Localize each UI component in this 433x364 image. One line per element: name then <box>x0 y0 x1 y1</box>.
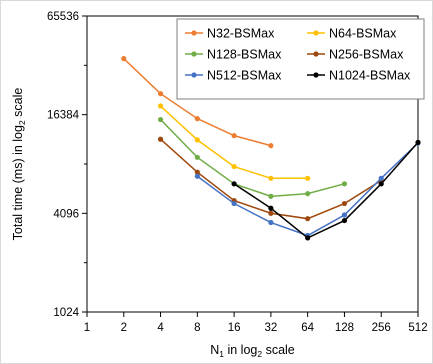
x-tick-label: 16 <box>228 322 241 334</box>
legend-item: N64-BSMax <box>307 27 397 41</box>
legend-item: N512-BSMax <box>185 69 282 83</box>
series-line <box>233 141 419 239</box>
data-point <box>341 181 348 187</box>
x-axis-ticks: 1 2 4 8 16 32 64 128 256 512 <box>84 312 428 334</box>
legend-label: N256-BSMax <box>329 48 404 62</box>
series-n64-bsmax <box>157 103 311 181</box>
data-point <box>268 175 274 181</box>
data-point <box>305 216 311 222</box>
legend-label: N1024-BSMax <box>329 69 411 83</box>
data-point <box>268 205 274 211</box>
x-tick-label: 64 <box>301 322 314 334</box>
y-axis-ticks: 1024 4096 16384 65536 <box>47 11 87 319</box>
y-tick-label: 1024 <box>53 307 79 319</box>
legend-item: N1024-BSMax <box>307 69 411 83</box>
data-point <box>157 103 164 109</box>
data-point <box>378 175 384 181</box>
data-point <box>341 200 348 207</box>
legend-label: N32-BSMax <box>207 27 275 41</box>
legend-swatch-marker <box>313 30 319 36</box>
x-tick-label: 32 <box>264 322 277 334</box>
data-point <box>121 56 127 62</box>
y-axis-title: Total time (ms) in log2 scale <box>11 88 27 241</box>
x-tick-label: 128 <box>335 322 354 334</box>
data-point <box>305 175 311 181</box>
legend-swatch-marker <box>313 51 319 57</box>
data-point <box>341 217 348 224</box>
legend-item: N128-BSMax <box>185 48 282 62</box>
data-point <box>157 91 164 97</box>
x-tick-label: 2 <box>121 322 127 334</box>
data-point <box>305 235 311 241</box>
series-n1024-bsmax <box>231 139 421 241</box>
legend-box <box>176 18 425 100</box>
legend-swatch-marker <box>191 72 197 78</box>
x-tick-label: 4 <box>157 322 164 334</box>
legend-swatch-marker <box>191 51 197 57</box>
data-point <box>378 181 384 187</box>
data-point <box>268 193 274 199</box>
x-axis-title: N1 in log2 scale <box>210 343 295 359</box>
data-point <box>194 116 200 122</box>
legend-label: N64-BSMax <box>329 27 397 41</box>
y-tick-label: 65536 <box>47 11 79 23</box>
data-point <box>268 210 274 216</box>
data-point <box>231 133 237 139</box>
data-point <box>194 154 200 160</box>
data-point <box>194 137 200 143</box>
legend-label: N512-BSMax <box>207 69 282 83</box>
legend-item: N256-BSMax <box>307 48 404 62</box>
data-point <box>231 163 237 170</box>
data-point <box>268 219 274 226</box>
series-n32-bsmax <box>121 56 274 149</box>
series-line <box>160 119 345 198</box>
y-tick-label: 16384 <box>47 110 80 122</box>
legend-item: N32-BSMax <box>185 27 275 41</box>
data-point <box>341 212 348 218</box>
legend: N32-BSMax N64-BSMax N128-BSMax N256-BSMax N5… <box>176 18 425 100</box>
data-point <box>231 200 237 207</box>
x-tick-label: 512 <box>408 322 427 334</box>
legend-swatch-marker <box>313 72 319 78</box>
y-tick-label: 4096 <box>53 208 79 220</box>
x-tick-label: 1 <box>84 322 90 334</box>
data-point <box>157 136 164 142</box>
data-point <box>268 143 274 149</box>
series-layer <box>121 56 421 241</box>
x-tick-label: 8 <box>194 322 200 334</box>
legend-swatch-marker <box>191 30 197 36</box>
x-tick-label: 256 <box>372 322 391 334</box>
data-point <box>194 169 200 175</box>
data-point <box>231 181 237 187</box>
data-point <box>305 191 311 197</box>
data-point <box>157 116 164 123</box>
legend-label: N128-BSMax <box>207 48 282 62</box>
data-point <box>194 173 200 179</box>
data-point <box>415 139 421 145</box>
